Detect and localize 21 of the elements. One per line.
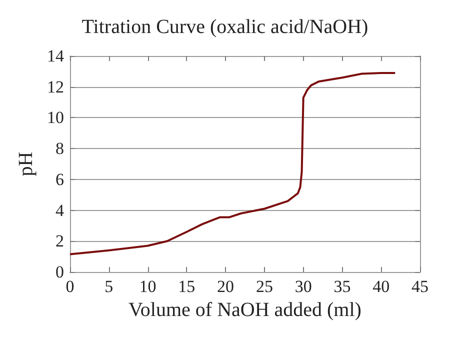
line-series xyxy=(69,72,396,256)
y-tick-label: 4 xyxy=(56,200,64,220)
x-tick-label: 35 xyxy=(334,277,351,296)
chart-title: Titration Curve (oxalic acid/NaOH) xyxy=(82,16,368,38)
x-tick-label: 25 xyxy=(256,277,273,296)
y-tick-label: 8 xyxy=(56,139,64,158)
x-tick-label: 45 xyxy=(412,277,428,296)
y-tick-label: 12 xyxy=(47,77,64,96)
y-tick-label: 0 xyxy=(56,262,64,282)
y-tick-label: 10 xyxy=(47,108,64,128)
y-tick-label: 14 xyxy=(47,46,64,66)
x-tick-label: 30 xyxy=(294,277,312,296)
x-tick-label: 10 xyxy=(139,277,156,296)
y-tick-label: 2 xyxy=(56,232,64,251)
x-tick-label: 20 xyxy=(217,277,234,296)
y-axis-title: pH xyxy=(15,152,38,176)
x-axis-title: Volume of NaOH added (ml) xyxy=(128,298,362,321)
x-tick-label: 40 xyxy=(372,277,390,296)
y-tick-label: 6 xyxy=(56,170,64,189)
x-tick-label: 5 xyxy=(104,277,114,296)
x-tick-label: 15 xyxy=(178,277,196,296)
